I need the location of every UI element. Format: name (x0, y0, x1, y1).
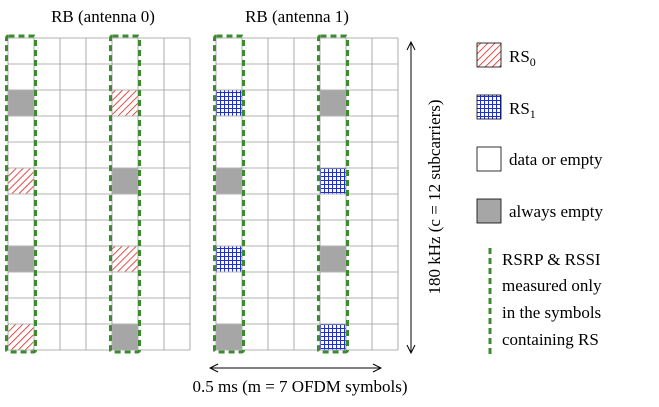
empty-legend-label: always empty (509, 202, 603, 221)
rs-symbol-highlight (109, 34, 141, 354)
rs-symbol-highlight (5, 34, 37, 354)
frequency-label: 180 kHz (c = 12 subcarriers) (425, 99, 444, 294)
rs1-swatch (476, 94, 502, 120)
cell-empty (320, 90, 346, 116)
rs-symbol-highlight (213, 34, 245, 354)
rsrp-line-3: in the symbols (502, 303, 601, 322)
time-dimension-arrow (208, 363, 383, 373)
cell-rs0 (112, 246, 138, 272)
legend: RS0 RS1 data or empty always empty RSRP … (476, 42, 603, 356)
data-swatch (476, 146, 502, 172)
rs0-swatch (476, 42, 502, 68)
cell-empty (320, 246, 346, 272)
rsrp-line-1: RSRP & RSSI (502, 250, 601, 269)
rb-grid-antenna-1 (213, 34, 399, 354)
cell-rs0 (8, 168, 34, 194)
cell-rs1 (216, 246, 242, 272)
cell-rs1 (216, 90, 242, 116)
cell-empty (112, 324, 138, 350)
frequency-dimension-arrow (406, 40, 416, 355)
cell-rs0 (8, 324, 34, 350)
empty-swatch (476, 198, 502, 224)
cell-empty (216, 324, 242, 350)
rb1-title: RB (antenna 1) (245, 7, 349, 26)
cell-empty (8, 90, 34, 116)
cell-empty (8, 246, 34, 272)
rb-grid-antenna-0 (5, 34, 191, 354)
rs-symbol-highlight (317, 34, 349, 354)
cell-empty (216, 168, 242, 194)
cell-rs1 (320, 168, 346, 194)
data-legend-label: data or empty (509, 150, 603, 169)
rs0-legend-label: RS0 (509, 47, 536, 69)
rs1-legend-label: RS1 (509, 99, 536, 121)
cell-rs0 (112, 90, 138, 116)
rsrp-line-2: measured only (502, 276, 602, 295)
cell-rs1 (320, 324, 346, 350)
cell-empty (112, 168, 138, 194)
rb0-title: RB (antenna 0) (51, 7, 155, 26)
rsrp-line-4: containing RS (502, 330, 599, 349)
time-label: 0.5 ms (m = 7 OFDM symbols) (192, 377, 407, 396)
